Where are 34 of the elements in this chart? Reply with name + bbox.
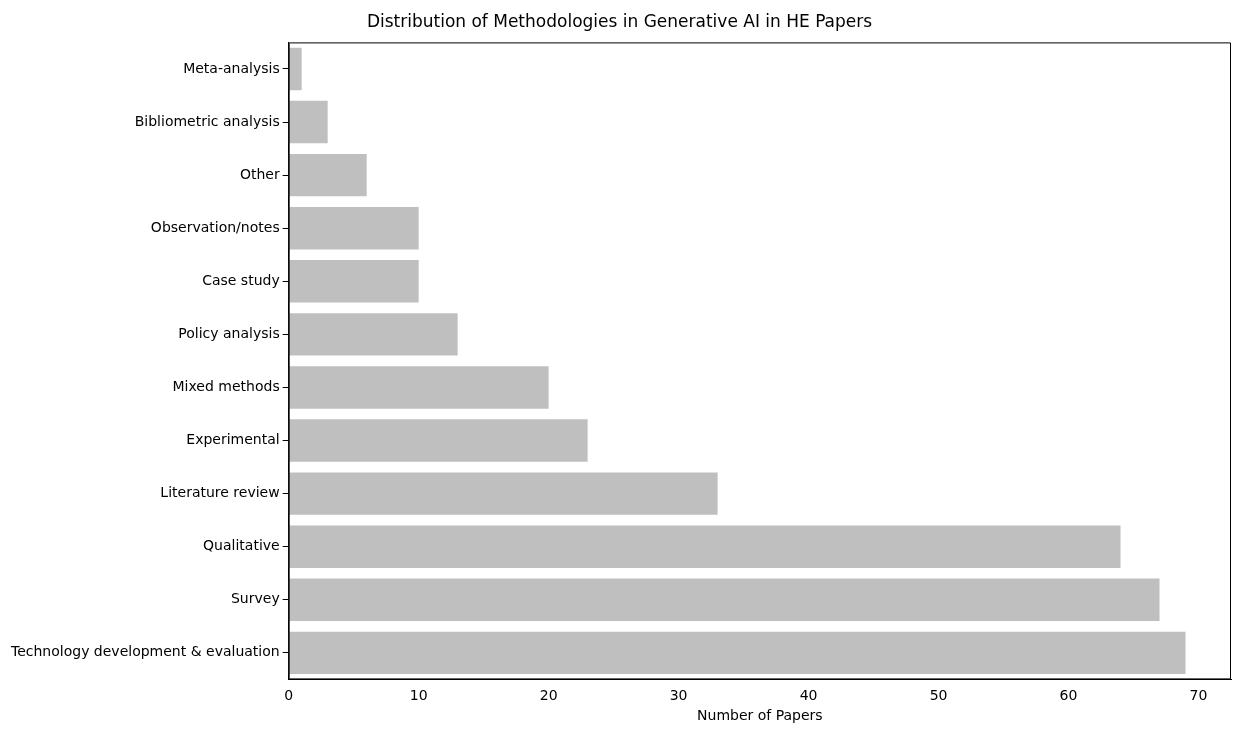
y-tick-label: Meta-analysis — [183, 59, 280, 76]
y-tick-label: Survey — [230, 590, 280, 607]
bar — [288, 472, 718, 515]
bar — [288, 260, 419, 303]
y-tick-label: Experimental — [186, 431, 280, 448]
x-axis-title: Number of Papers — [697, 707, 823, 724]
y-tick-label: Other — [239, 165, 280, 182]
x-tick-label: 20 — [539, 687, 558, 704]
x-tick-label: 30 — [669, 687, 688, 704]
y-tick-label: Technology development & evaluation — [9, 643, 280, 660]
bar — [288, 631, 1186, 675]
bar — [288, 206, 419, 250]
chart-title: Distribution of Methodologies in Generative AI in HE Papers — [366, 10, 873, 31]
bar — [288, 366, 549, 409]
bar — [288, 578, 1160, 622]
x-tick-label: 0 — [284, 687, 294, 704]
bar — [288, 313, 458, 356]
x-tick-label: 50 — [929, 687, 948, 704]
y-tick-label: Literature review — [160, 484, 280, 501]
bar — [288, 153, 367, 197]
y-tick-label: Case study — [202, 271, 280, 288]
bar — [288, 419, 588, 462]
bar — [288, 525, 1121, 568]
bar — [288, 100, 328, 144]
x-tick-label: 10 — [409, 687, 428, 704]
y-tick-label: Mixed methods — [172, 378, 280, 395]
y-tick-label: Bibliometric analysis — [134, 112, 280, 129]
y-tick-label: Qualitative — [203, 537, 280, 554]
y-tick-label: Observation/notes — [150, 218, 280, 235]
x-tick-label: 70 — [1189, 687, 1208, 704]
bar — [288, 47, 302, 91]
x-tick-label: 60 — [1059, 687, 1078, 704]
x-tick-label: 40 — [799, 687, 818, 704]
y-tick-label: Policy analysis — [178, 325, 280, 341]
